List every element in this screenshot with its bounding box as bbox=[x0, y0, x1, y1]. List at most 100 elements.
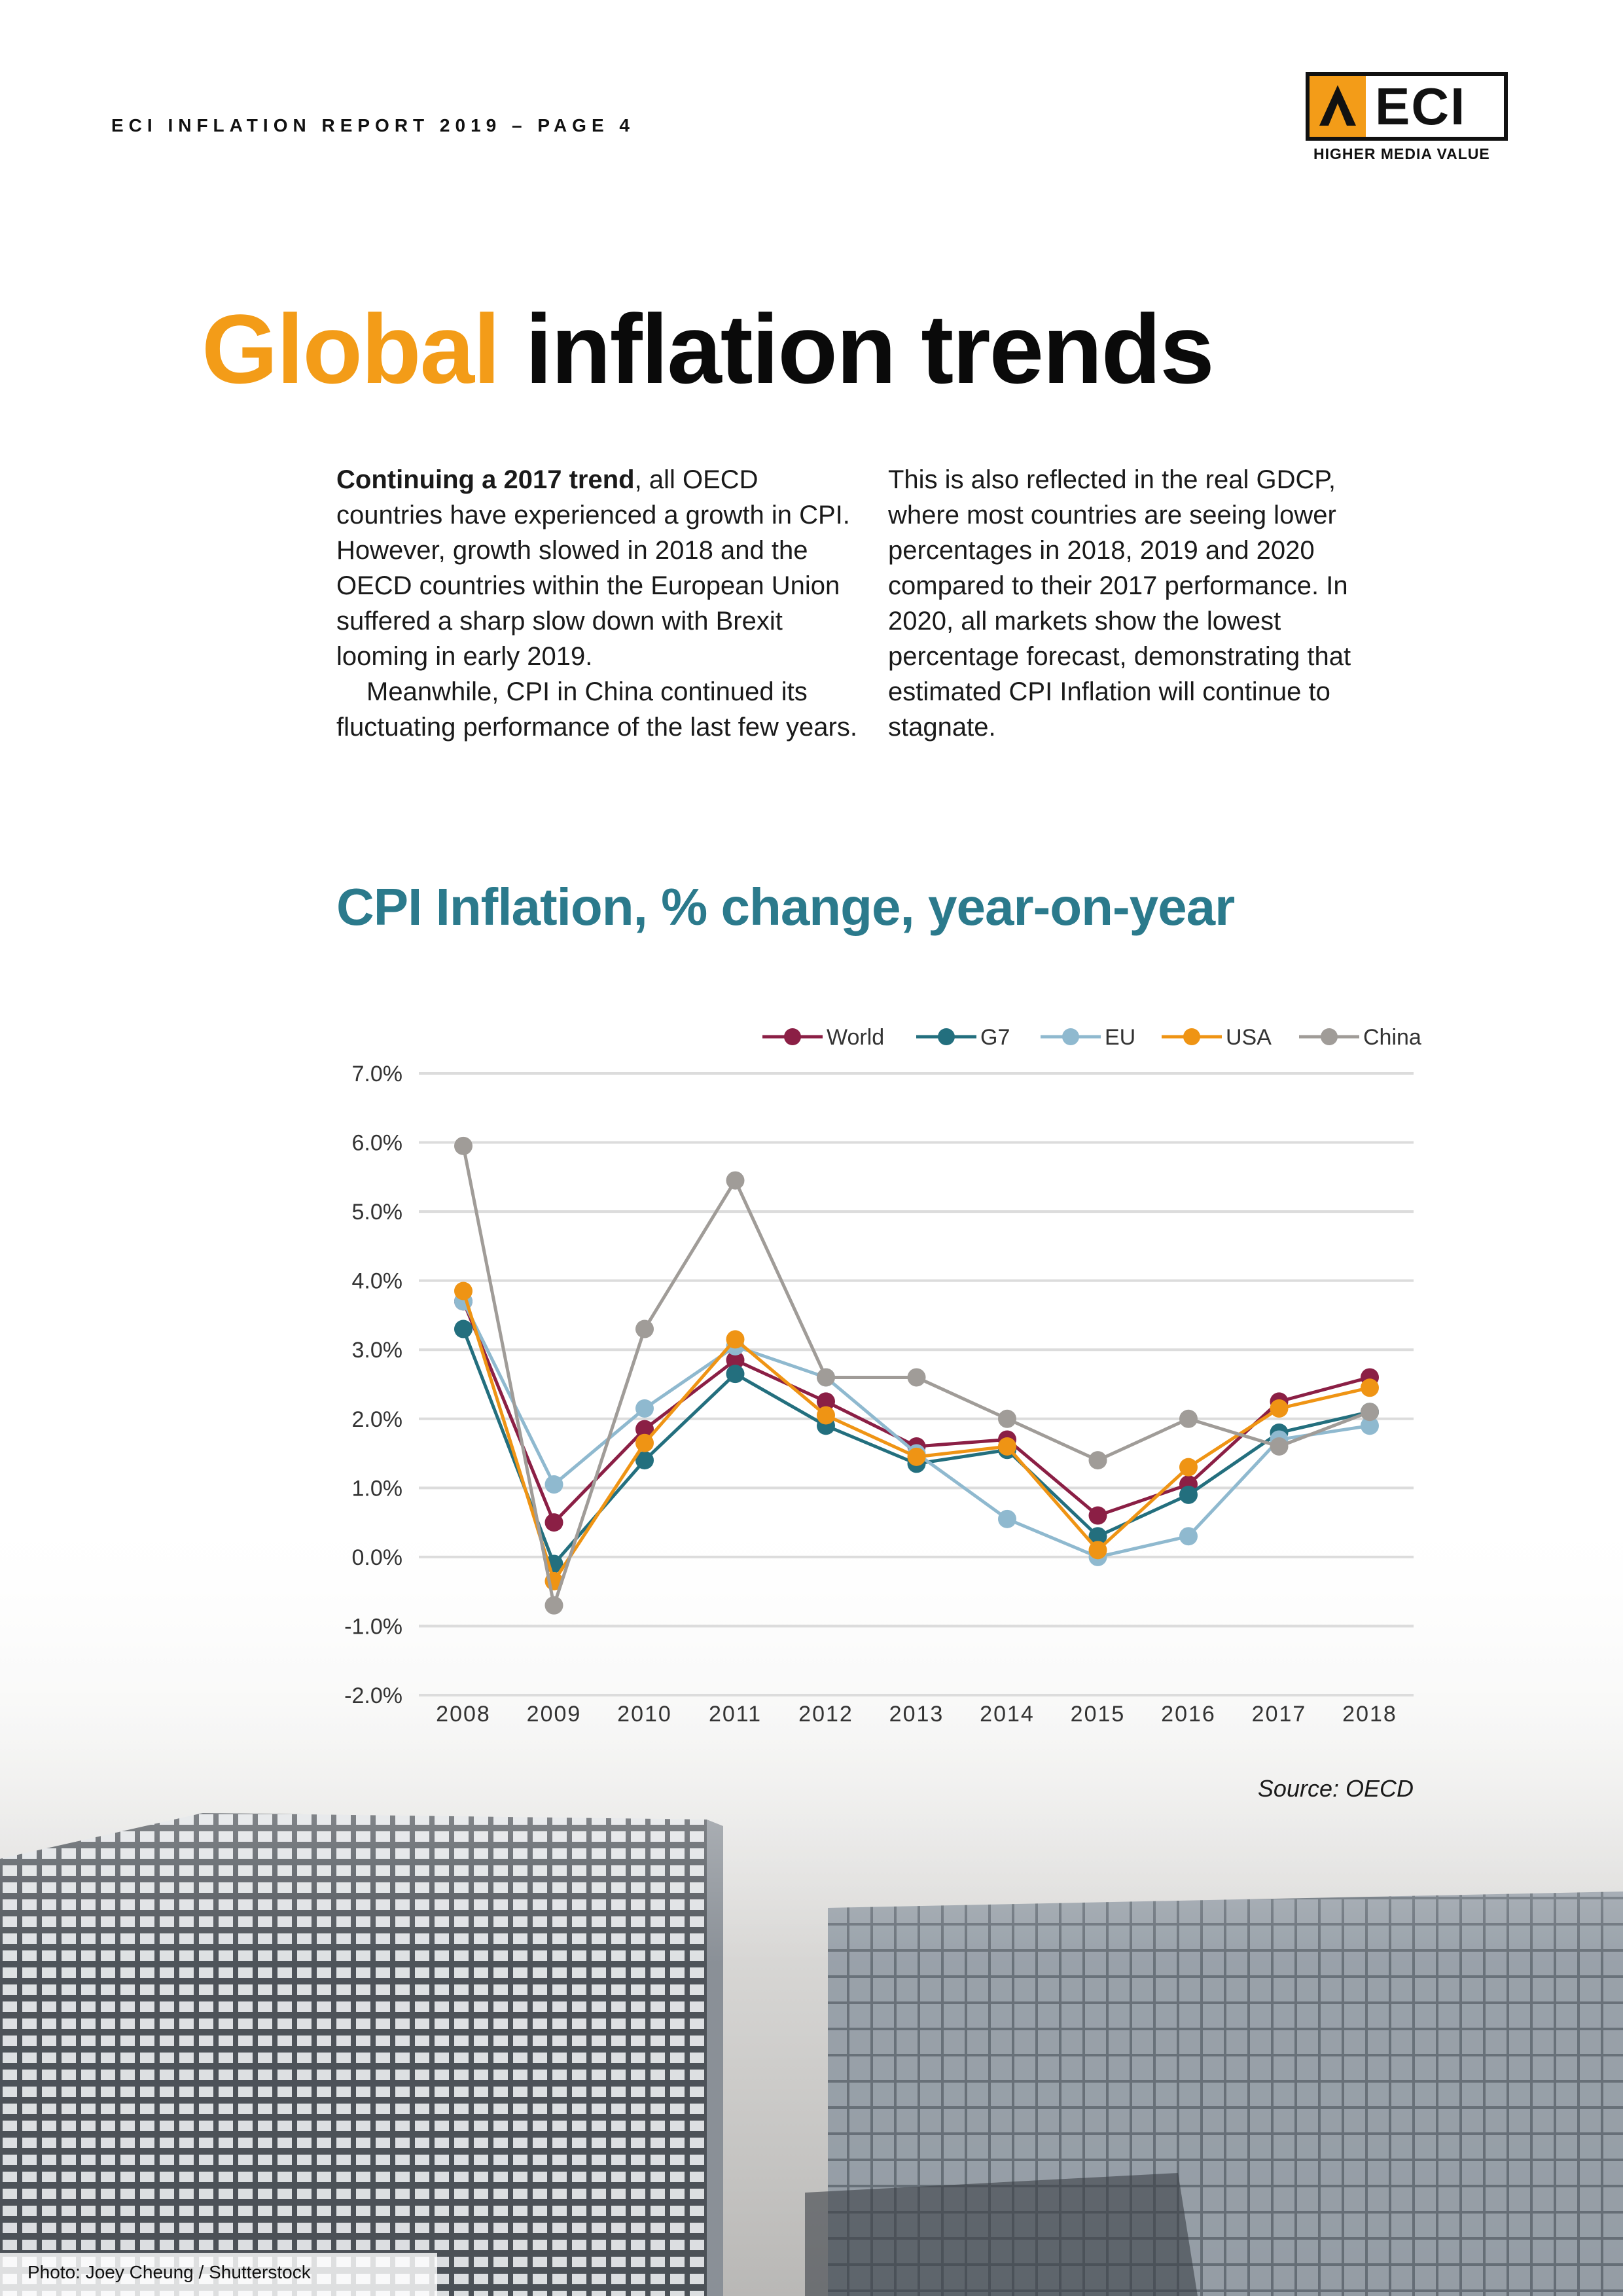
legend-swatch-marker bbox=[1062, 1028, 1079, 1045]
data-point bbox=[1179, 1485, 1198, 1504]
title-rest: inflation trends bbox=[499, 294, 1214, 404]
data-point bbox=[998, 1509, 1016, 1528]
data-point bbox=[726, 1330, 745, 1349]
x-tick-label: 2014 bbox=[980, 1702, 1035, 1727]
series-line bbox=[461, 1300, 1370, 1559]
y-tick-label: 7.0% bbox=[352, 1062, 403, 1086]
data-point bbox=[544, 1513, 563, 1532]
y-tick-label: -1.0% bbox=[344, 1614, 402, 1639]
data-point bbox=[907, 1368, 926, 1387]
chart-y-axis: 7.0% 6.0% 5.0% 4.0% 3.0% 2.0% 1.0% 0.0% -1.0% -2.… bbox=[344, 1062, 402, 1708]
data-point bbox=[1088, 1527, 1107, 1546]
data-point bbox=[1361, 1416, 1379, 1435]
y-tick-label: 2.0% bbox=[352, 1407, 403, 1432]
x-tick-label: 2015 bbox=[1071, 1702, 1126, 1727]
series-eu bbox=[454, 1292, 1379, 1566]
y-tick-label: 1.0% bbox=[352, 1476, 403, 1501]
chart-source: Source: OECD bbox=[1257, 1775, 1414, 1802]
chart-series bbox=[454, 1136, 1379, 1615]
logo-text: ECI bbox=[1375, 77, 1467, 135]
data-point bbox=[1270, 1399, 1289, 1418]
chart-legend: World G7 EU USA China bbox=[762, 1025, 1421, 1050]
data-point bbox=[726, 1365, 745, 1384]
data-point bbox=[635, 1319, 654, 1338]
body-column-left: Continuing a 2017 trend, all OECD countr… bbox=[336, 462, 866, 745]
data-point bbox=[544, 1475, 563, 1494]
legend-label: USA bbox=[1226, 1025, 1272, 1050]
data-point bbox=[544, 1596, 563, 1615]
y-tick-label: 6.0% bbox=[352, 1131, 403, 1156]
data-point bbox=[1270, 1437, 1289, 1456]
x-tick-label: 2013 bbox=[889, 1702, 944, 1727]
body-lead-bold: Continuing a 2017 trend bbox=[336, 465, 635, 494]
data-point bbox=[1361, 1403, 1379, 1422]
eci-logo: ECI HIGHER MEDIA VALUE bbox=[1306, 72, 1512, 167]
data-point bbox=[635, 1451, 654, 1470]
legend-swatch-marker bbox=[938, 1028, 955, 1045]
data-point bbox=[817, 1392, 835, 1411]
data-point bbox=[635, 1420, 654, 1439]
data-point bbox=[1179, 1409, 1198, 1428]
x-tick-label: 2010 bbox=[617, 1702, 672, 1727]
body-paragraph-3: This is also reflected in the real GDCP,… bbox=[888, 465, 1351, 742]
x-tick-label: 2017 bbox=[1252, 1702, 1307, 1727]
data-point bbox=[1361, 1378, 1379, 1397]
legend-label: G7 bbox=[980, 1025, 1010, 1050]
series-line bbox=[461, 1290, 1370, 1583]
data-point bbox=[454, 1136, 473, 1155]
data-point bbox=[817, 1406, 835, 1425]
logo-box: ECI bbox=[1306, 72, 1508, 141]
data-point bbox=[998, 1437, 1016, 1456]
body-lead-text: , all OECD countries have experienced a … bbox=[336, 465, 850, 671]
y-tick-label: 4.0% bbox=[352, 1269, 403, 1294]
photo-credit: Photo: Joey Cheung / Shutterstock bbox=[27, 2262, 311, 2282]
chart-gridlines bbox=[419, 1072, 1414, 1696]
legend-label: China bbox=[1363, 1025, 1421, 1050]
report-header: ECI INFLATION REPORT 2019 – PAGE 4 bbox=[111, 115, 635, 135]
x-tick-label: 2009 bbox=[527, 1702, 582, 1727]
photo-credit-bar: Photo: Joey Cheung / Shutterstock bbox=[0, 2253, 437, 2296]
series-china bbox=[454, 1136, 1379, 1615]
data-point bbox=[817, 1368, 835, 1387]
body-paragraph-2: Meanwhile, CPI in China continued its fl… bbox=[336, 677, 857, 742]
data-point bbox=[635, 1433, 654, 1452]
legend-label: EU bbox=[1105, 1025, 1135, 1050]
y-tick-label: -2.0% bbox=[344, 1683, 402, 1708]
x-tick-label: 2011 bbox=[709, 1702, 762, 1727]
x-tick-label: 2016 bbox=[1161, 1702, 1216, 1727]
title-accent: Global bbox=[202, 294, 501, 404]
legend-label: World bbox=[827, 1025, 884, 1050]
chart-title: CPI Inflation, % change, year-on-year bbox=[336, 878, 1235, 936]
data-point bbox=[454, 1319, 473, 1338]
legend-swatch-marker bbox=[784, 1028, 801, 1045]
series-usa bbox=[454, 1282, 1379, 1590]
data-point bbox=[1088, 1541, 1107, 1560]
chart-x-axis: 2008 2009 2010 2011 2012 2013 2014 2015 2016 2017… bbox=[436, 1702, 1396, 1727]
data-point bbox=[907, 1447, 926, 1466]
data-point bbox=[998, 1409, 1016, 1428]
y-tick-label: 0.0% bbox=[352, 1545, 403, 1570]
x-tick-label: 2008 bbox=[436, 1702, 491, 1727]
data-point bbox=[1088, 1451, 1107, 1470]
y-tick-label: 3.0% bbox=[352, 1338, 403, 1363]
data-point bbox=[1179, 1527, 1198, 1546]
data-point bbox=[726, 1351, 745, 1370]
legend-item-world: World bbox=[762, 1025, 884, 1050]
data-point bbox=[1179, 1458, 1198, 1477]
body-column-right: This is also reflected in the real GDCP,… bbox=[888, 462, 1412, 745]
legend-item-eu: EU bbox=[1041, 1025, 1135, 1050]
legend-swatch-marker bbox=[1321, 1028, 1338, 1045]
data-point bbox=[454, 1282, 473, 1300]
page-title: Global inflation trends bbox=[202, 293, 1215, 404]
legend-item-g7: G7 bbox=[916, 1025, 1010, 1050]
y-tick-label: 5.0% bbox=[352, 1200, 403, 1225]
legend-item-china: China bbox=[1299, 1025, 1421, 1050]
logo-mark-icon bbox=[1310, 76, 1366, 137]
legend-item-usa: USA bbox=[1162, 1025, 1272, 1050]
data-point bbox=[726, 1171, 745, 1190]
data-point bbox=[635, 1399, 654, 1418]
body-paragraph-1: Continuing a 2017 trend, all OECD countr… bbox=[336, 462, 866, 674]
legend-swatch-marker bbox=[1183, 1028, 1200, 1045]
